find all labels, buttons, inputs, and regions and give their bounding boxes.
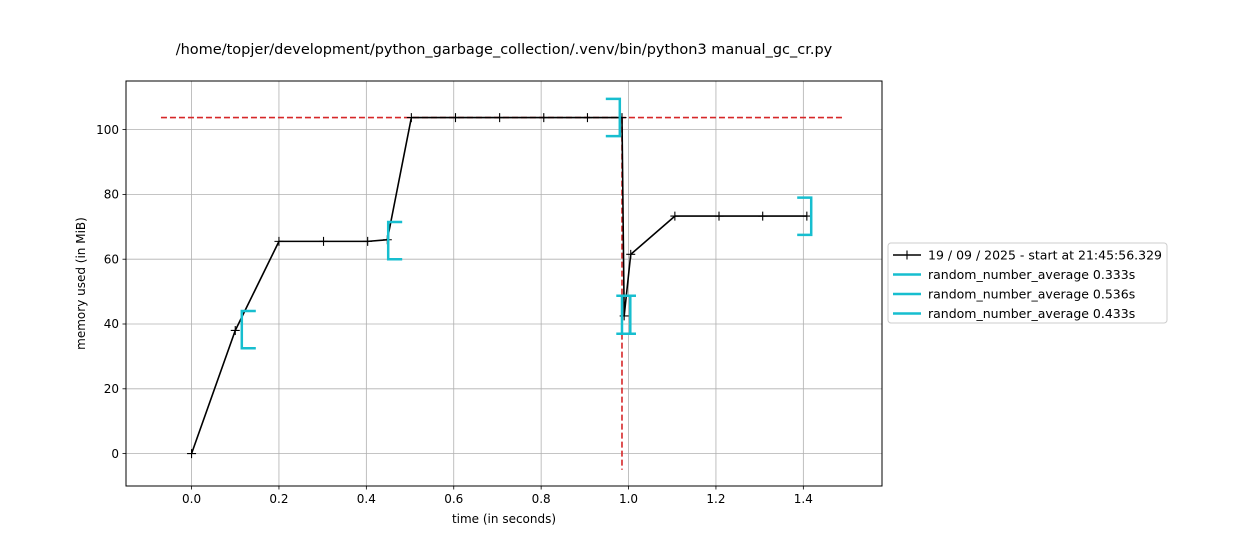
legend-marker [902, 250, 912, 260]
series-point [450, 113, 460, 123]
bracket-start [240, 309, 256, 350]
legend-label: random_number_average 0.433s [928, 306, 1135, 321]
legend: 19 / 09 / 2025 - start at 21:45:56.329 ra… [887, 242, 1168, 324]
y-tick-label: 40 [104, 317, 119, 331]
series-point [230, 325, 240, 335]
y-tick-label: 20 [104, 382, 119, 396]
series-point [802, 211, 812, 221]
x-axis-label: time (in seconds) [452, 512, 556, 526]
x-tick-label: 1.0 [619, 492, 638, 506]
bracket-end [605, 97, 622, 138]
series-point [495, 113, 505, 123]
series-point [582, 113, 592, 123]
x-tick-label: 0.2 [269, 492, 288, 506]
series-point [626, 249, 636, 259]
memory-series [187, 113, 812, 459]
series-point [539, 113, 549, 123]
x-tick-label: 0.8 [532, 492, 551, 506]
x-tick-label: 0.4 [357, 492, 376, 506]
function-brackets [240, 97, 813, 350]
x-tick-label: 1.4 [794, 492, 813, 506]
y-tick-label: 0 [111, 447, 119, 461]
x-tick-label: 1.2 [706, 492, 725, 506]
series-point [758, 211, 768, 221]
series-point [714, 211, 724, 221]
axis-ticks: 0.0 0.2 0.4 0.6 0.8 1.0 1.2 1.4 0 20 40 60 80 100 [96, 123, 813, 506]
series-point [406, 113, 416, 123]
legend-label: 19 / 09 / 2025 - start at 21:45:56.329 [928, 248, 1162, 263]
y-tick-label: 100 [96, 123, 119, 137]
x-tick-label: 0.0 [182, 492, 201, 506]
series-point [363, 236, 373, 246]
y-tick-label: 80 [104, 188, 119, 202]
series-point [319, 236, 329, 246]
series-point [670, 211, 680, 221]
bracket-start [386, 220, 403, 261]
legend-frame [887, 242, 1168, 324]
bracket-end [797, 196, 813, 237]
grid-lines [126, 81, 882, 486]
legend-label: random_number_average 0.536s [928, 287, 1135, 302]
x-tick-label: 0.6 [444, 492, 463, 506]
series-line [190, 116, 807, 454]
y-tick-label: 60 [104, 252, 119, 266]
legend-label: random_number_average 0.333s [928, 267, 1135, 282]
bracket-start [620, 294, 636, 335]
plot-area [126, 81, 882, 486]
series-point [274, 236, 284, 246]
chart-title: /home/topjer/development/python_garbage_… [176, 42, 833, 58]
plot-frame [125, 80, 883, 487]
series-point [187, 449, 197, 459]
y-axis-label: memory used (in MiB) [74, 217, 88, 350]
